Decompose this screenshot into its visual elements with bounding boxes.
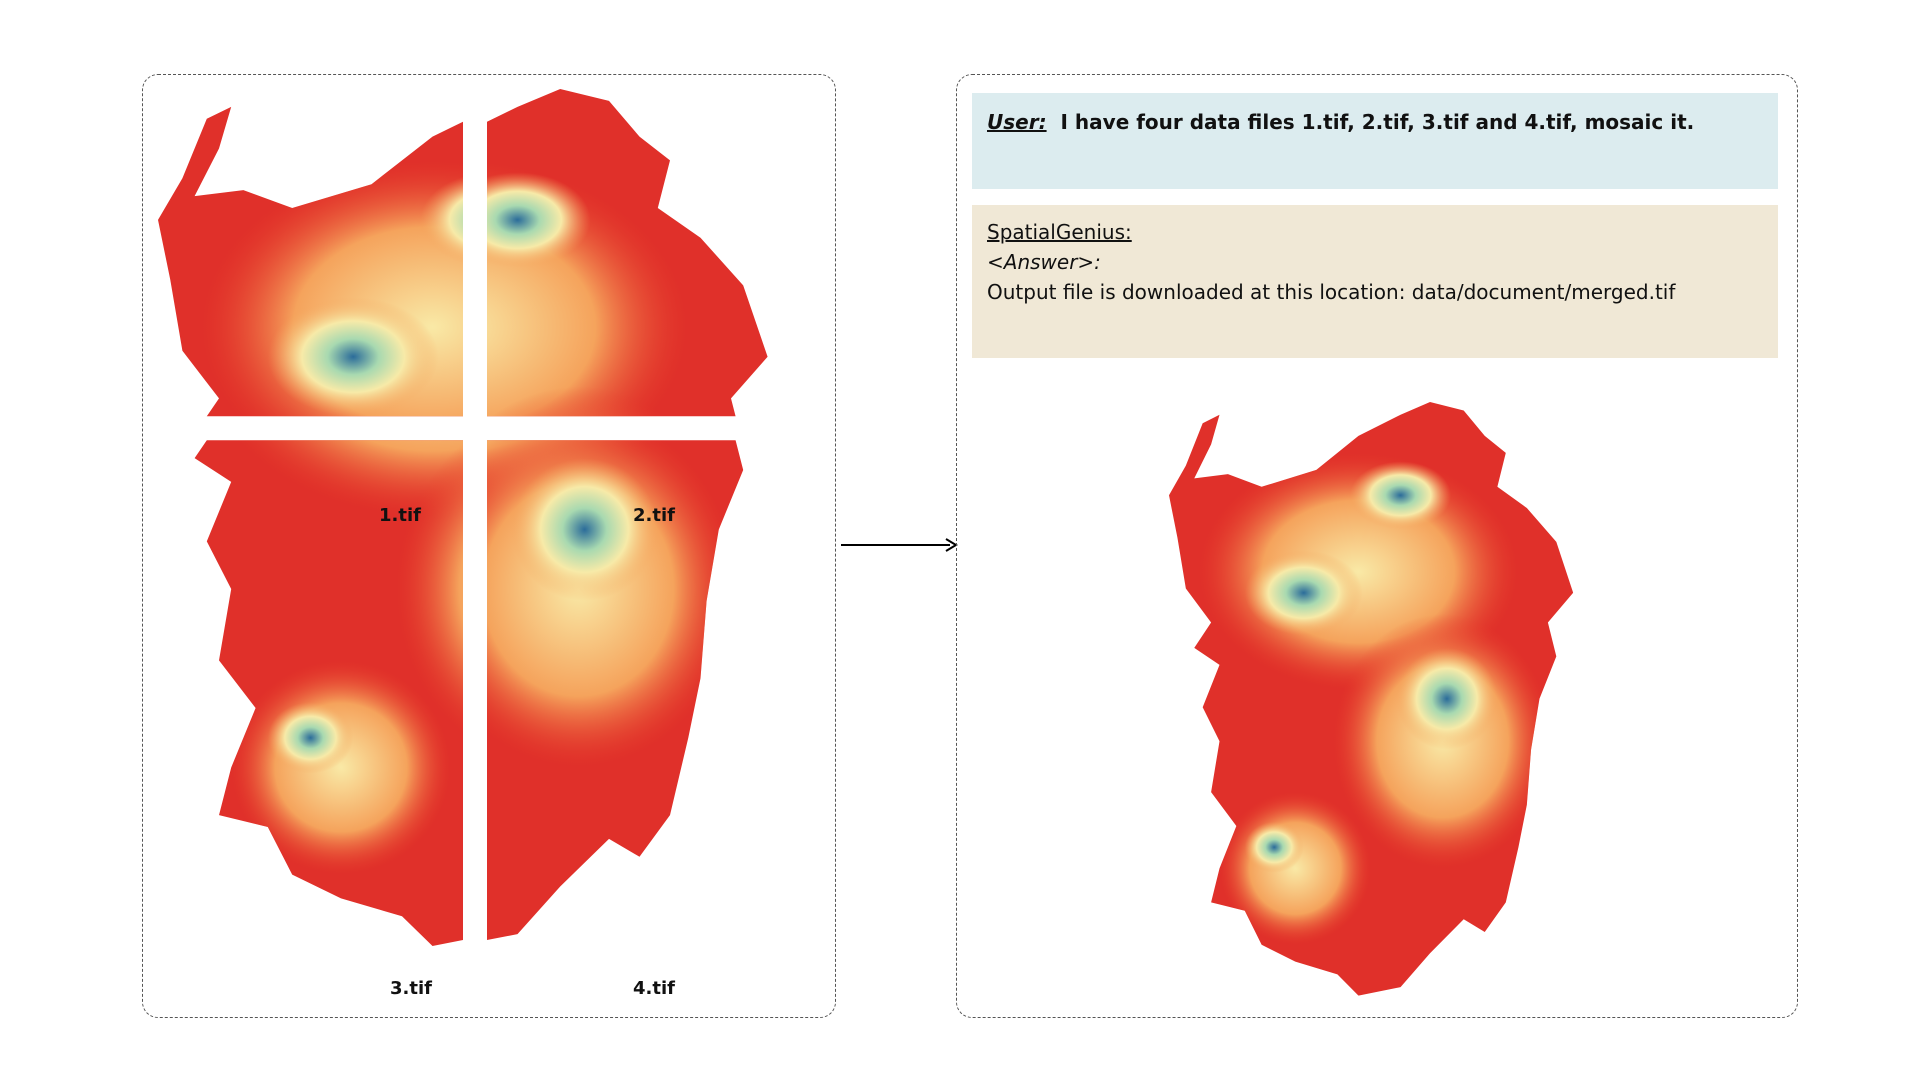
- assistant-name: SpatialGenius:: [987, 220, 1132, 244]
- assistant-text: Output file is downloaded at this locati…: [987, 280, 1676, 304]
- tile-label: 3.tif: [390, 978, 432, 999]
- output-panel: [956, 74, 1798, 1018]
- assistant-message: SpatialGenius: <Answer>: Output file is …: [972, 205, 1778, 358]
- user-message: User: I have four data files 1.tif, 2.ti…: [972, 93, 1778, 189]
- tile-label: 4.tif: [633, 978, 675, 999]
- tile-label: 1.tif: [379, 505, 421, 526]
- user-text: I have four data files 1.tif, 2.tif, 3.t…: [1060, 110, 1695, 134]
- answer-tag: <Answer>:: [987, 250, 1101, 274]
- user-label: User:: [987, 110, 1047, 134]
- input-panel: [142, 74, 836, 1018]
- tile-label: 2.tif: [633, 505, 675, 526]
